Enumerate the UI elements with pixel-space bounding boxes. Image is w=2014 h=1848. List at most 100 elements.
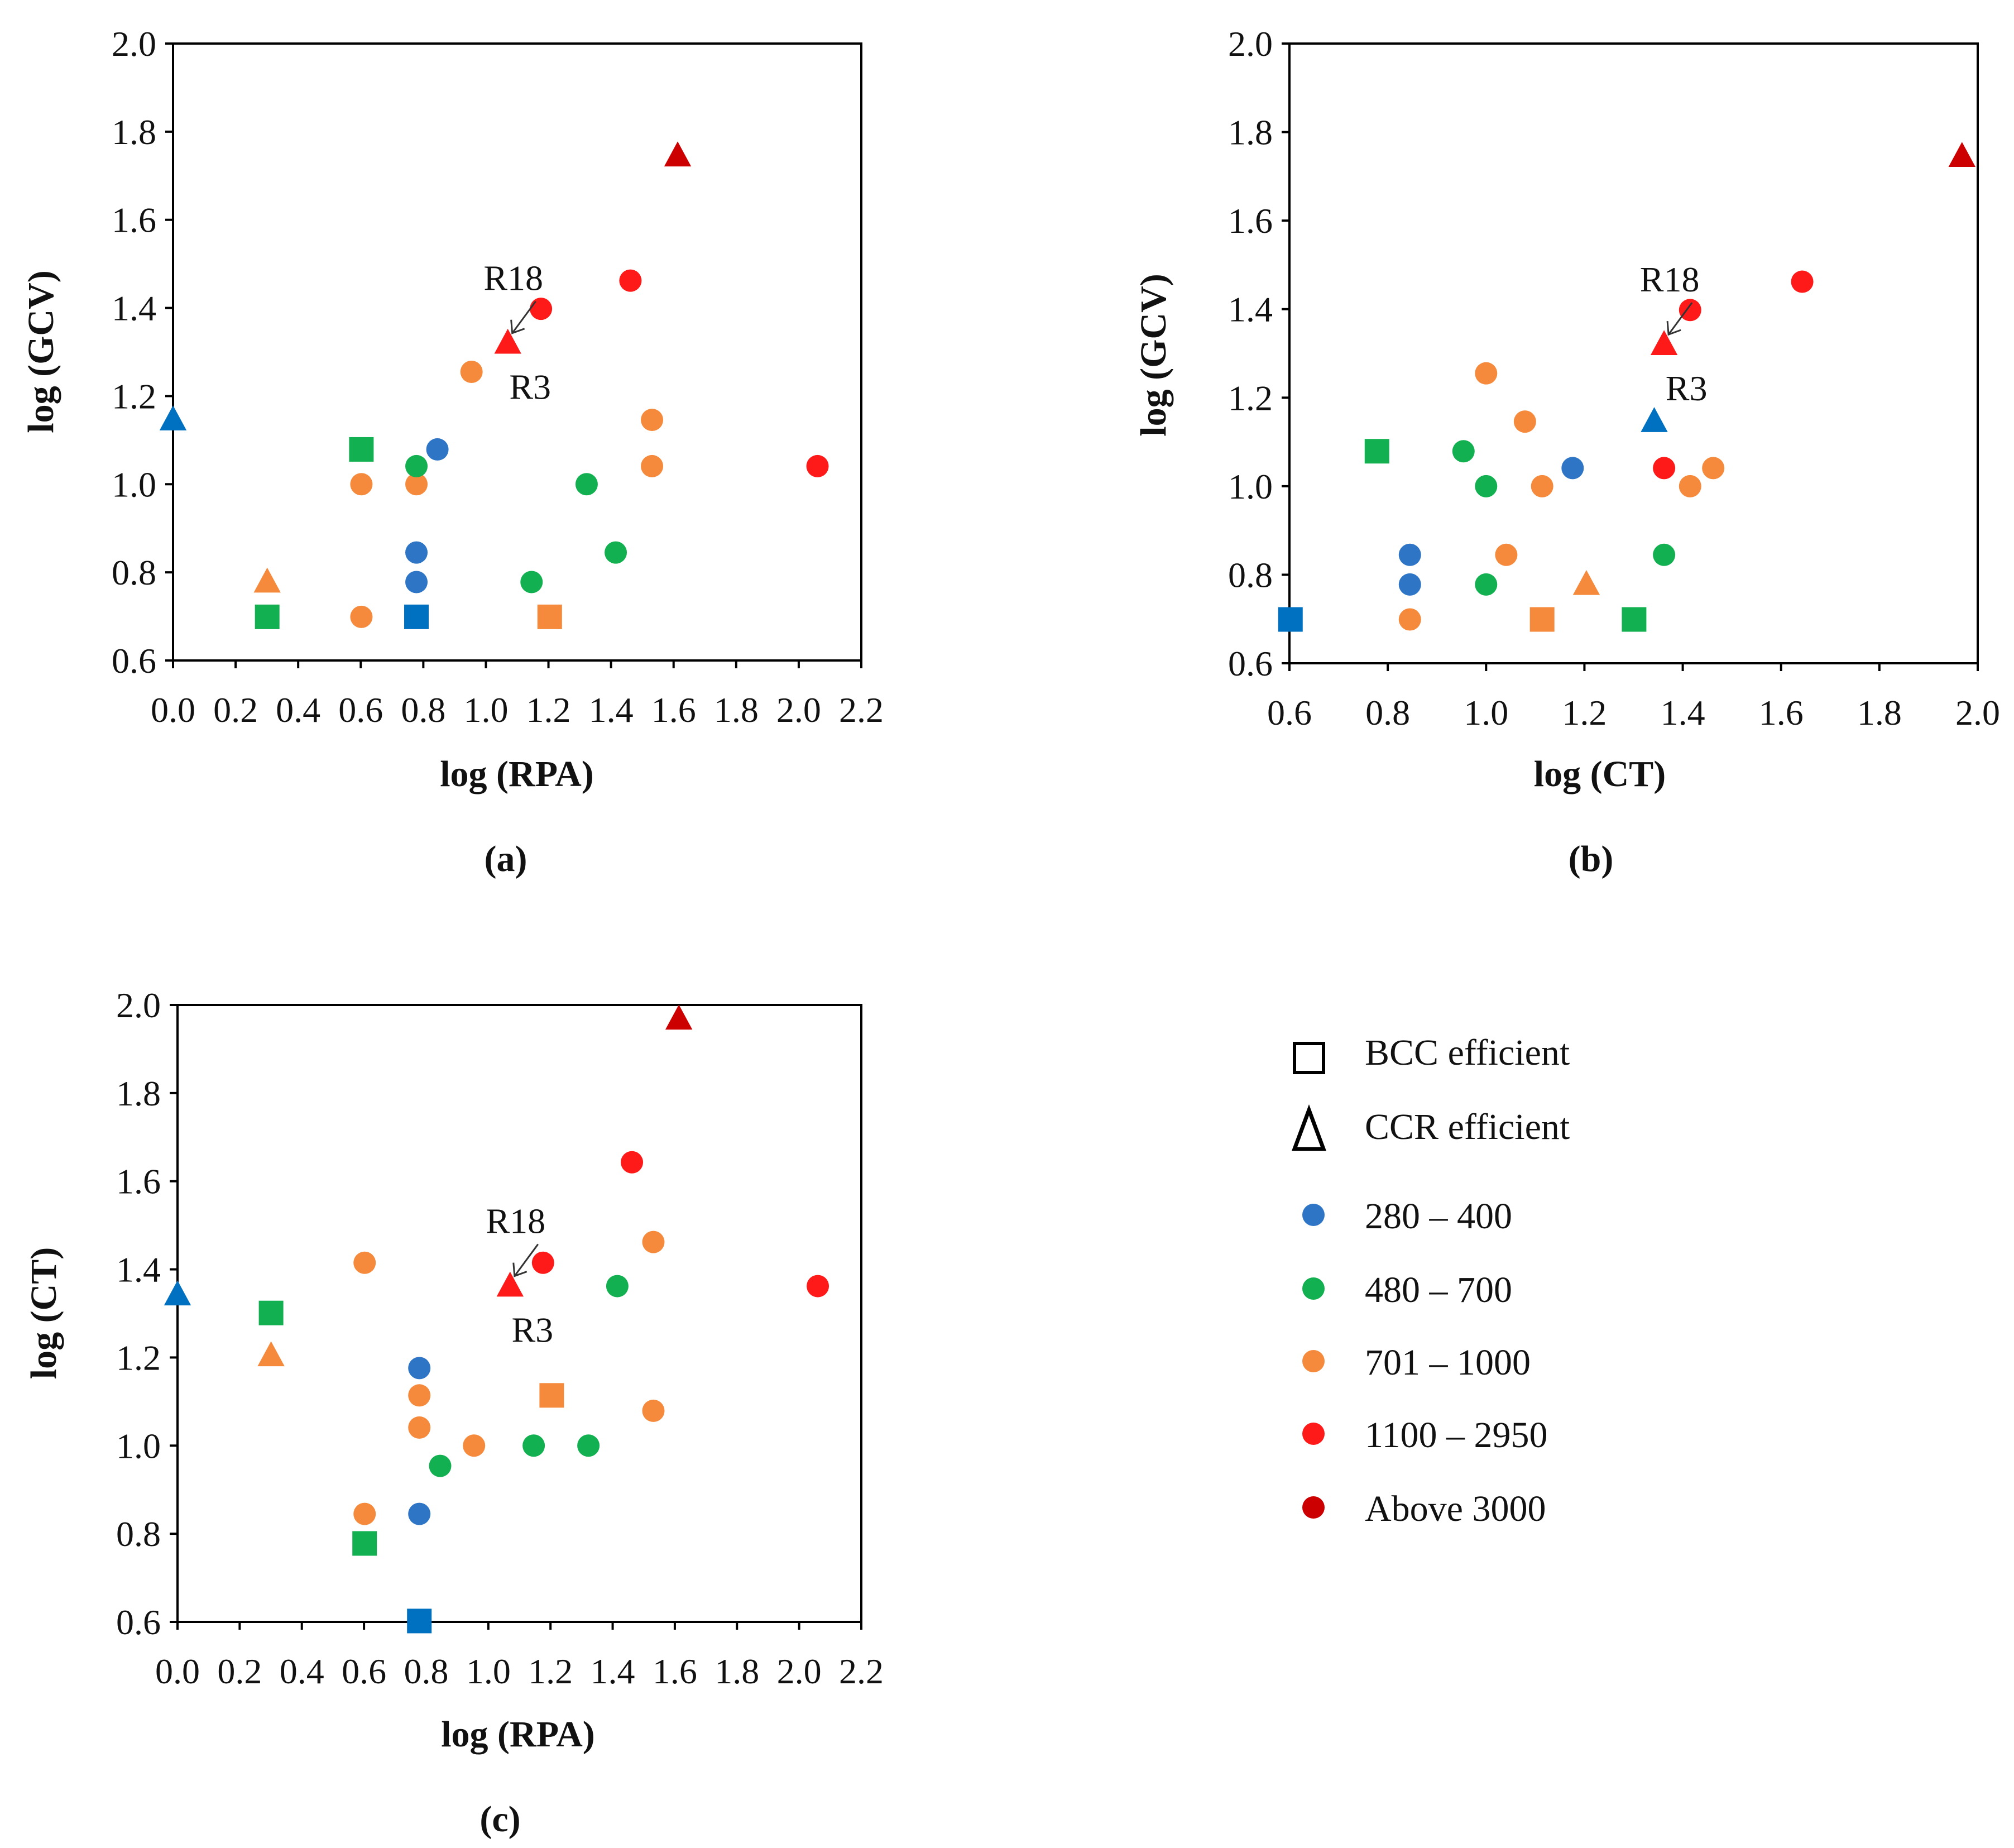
legend-label: 1100 – 2950 [1365, 1415, 1548, 1456]
data-point-circle [807, 1275, 829, 1298]
legend-item-above_3000: Above 3000 [1302, 1488, 1546, 1529]
x-tick-label: 1.6 [1759, 693, 1804, 733]
annotation-label: R3 [1666, 368, 1708, 408]
data-point-triangle [164, 1280, 191, 1306]
data-point-triangle [496, 1271, 524, 1297]
x-tick-label: 0.6 [338, 690, 383, 730]
data-point-circle [1679, 299, 1701, 322]
x-tick-label: 0.2 [217, 1651, 262, 1691]
data-point-circle [1561, 457, 1584, 480]
data-point-circle [1513, 410, 1536, 433]
x-axis-c: 0.0 0.2 0.4 0.6 0.8 1.0 1.2 1.4 1.6 1.8 2.0 2.2 [155, 1622, 884, 1691]
y-tick-label: 1.4 [1228, 290, 1273, 329]
legend-circle-icon [1302, 1277, 1325, 1300]
x-tick-label: 1.4 [591, 1651, 635, 1691]
data-point-circle [405, 473, 428, 496]
data-point-circle [1495, 543, 1518, 566]
y-tick-label: 1.0 [116, 1426, 161, 1466]
x-axis-label-a: log (RPA) [440, 754, 594, 794]
data-point-square [1364, 439, 1389, 464]
panel-label-a: (a) [485, 839, 528, 879]
x-tick-label: 1.0 [1464, 693, 1508, 733]
data-point-circle [1653, 543, 1676, 566]
data-point-circle [619, 269, 642, 292]
data-point-circle [429, 1454, 452, 1477]
y-tick-label: 0.8 [116, 1514, 161, 1554]
data-point-circle [1531, 475, 1553, 497]
data-point-circle [353, 1251, 376, 1274]
y-tick-label: 1.8 [112, 112, 156, 152]
y-axis-a: 0.6 0.8 1.0 1.2 1.4 1.6 1.8 2.0 [112, 24, 173, 681]
y-tick-label: 1.4 [112, 289, 156, 328]
data-point-square [258, 1300, 284, 1325]
data-point-circle [405, 571, 428, 593]
x-tick-label: 1.4 [1661, 693, 1705, 733]
data-point-triangle [1948, 142, 1976, 167]
data-point-circle [353, 1502, 376, 1525]
x-tick-label: 1.6 [653, 1651, 697, 1691]
scatter-panel-b: 0.6 0.8 1.0 1.2 1.4 1.6 1.8 2.0 0.6 0.8 1.0 1.2 1.4… [1133, 24, 2000, 879]
data-point-triangle [1641, 407, 1668, 432]
scatter-panel-c: 0.6 0.8 1.0 1.2 1.4 1.6 1.8 2.0 0.0 0.2 0.4 0.6 0.8… [23, 985, 884, 1840]
legend-item-280_400: 280 – 400 [1302, 1196, 1512, 1237]
x-axis-label-b: log (CT) [1534, 754, 1666, 794]
annotation-label: R18 [483, 258, 543, 298]
y-tick-label: 1.6 [1228, 201, 1273, 241]
y-tick-label: 1.2 [116, 1338, 161, 1377]
annotation-arrow [1667, 302, 1693, 336]
legend-item-701_1000: 701 – 1000 [1302, 1342, 1531, 1383]
data-point-circle [1398, 543, 1421, 566]
data-point-square [407, 1608, 432, 1634]
data-point-circle [577, 1434, 600, 1457]
x-tick-label: 1.2 [526, 690, 571, 730]
data-point-circle [408, 1416, 431, 1439]
x-axis-label-c: log (RPA) [441, 1714, 595, 1755]
x-tick-label: 0.0 [151, 690, 195, 730]
legend-item-bcc: BCC efficient [1293, 1032, 1570, 1074]
data-point-triangle [1650, 330, 1678, 355]
data-point-triangle [665, 1004, 693, 1030]
data-points-b [1278, 142, 1976, 632]
data-point-circle [463, 1434, 486, 1457]
annotation-arrowhead [512, 1262, 528, 1277]
y-tick-label: 1.2 [112, 376, 156, 416]
data-point-circle [1702, 457, 1725, 480]
y-tick-label: 1.6 [112, 200, 156, 240]
data-point-square [539, 1383, 564, 1408]
data-points-c [164, 1004, 829, 1634]
x-tick-label: 0.8 [1365, 693, 1410, 733]
y-tick-label: 1.2 [1228, 378, 1273, 418]
y-tick-label: 1.0 [1228, 467, 1273, 506]
x-tick-label: 1.8 [715, 1651, 759, 1691]
y-tick-label: 1.6 [116, 1162, 161, 1201]
x-tick-label: 1.0 [466, 1651, 511, 1691]
annotation-label: R3 [511, 1310, 553, 1350]
data-point-circle [522, 1434, 545, 1457]
legend-square-icon [1293, 1042, 1325, 1074]
data-point-circle [520, 571, 543, 593]
data-point-circle [530, 298, 553, 320]
y-axis-label-c: log (CT) [23, 1247, 64, 1379]
data-points-a [159, 141, 829, 629]
data-point-square [1622, 607, 1647, 632]
y-tick-label: 0.6 [116, 1602, 161, 1642]
y-tick-label: 2.0 [112, 24, 156, 64]
x-tick-label: 1.8 [714, 690, 759, 730]
x-tick-label: 0.6 [1267, 693, 1312, 733]
x-tick-label: 0.6 [342, 1651, 386, 1691]
legend-item-480_700: 480 – 700 [1302, 1270, 1512, 1310]
legend-label: 480 – 700 [1365, 1270, 1512, 1310]
data-point-square [537, 604, 562, 629]
data-point-circle [642, 1231, 665, 1253]
legend-circle-icon [1302, 1496, 1325, 1519]
x-tick-label: 1.8 [1857, 693, 1902, 733]
panel-label-b: (b) [1569, 839, 1614, 879]
y-tick-label: 0.6 [1228, 644, 1273, 683]
data-point-circle [1653, 457, 1676, 480]
y-axis-label-a: log (GCV) [21, 270, 61, 433]
data-point-circle [531, 1251, 554, 1274]
data-point-square [404, 604, 429, 629]
y-tick-label: 0.8 [112, 553, 156, 592]
data-point-circle [405, 541, 428, 564]
